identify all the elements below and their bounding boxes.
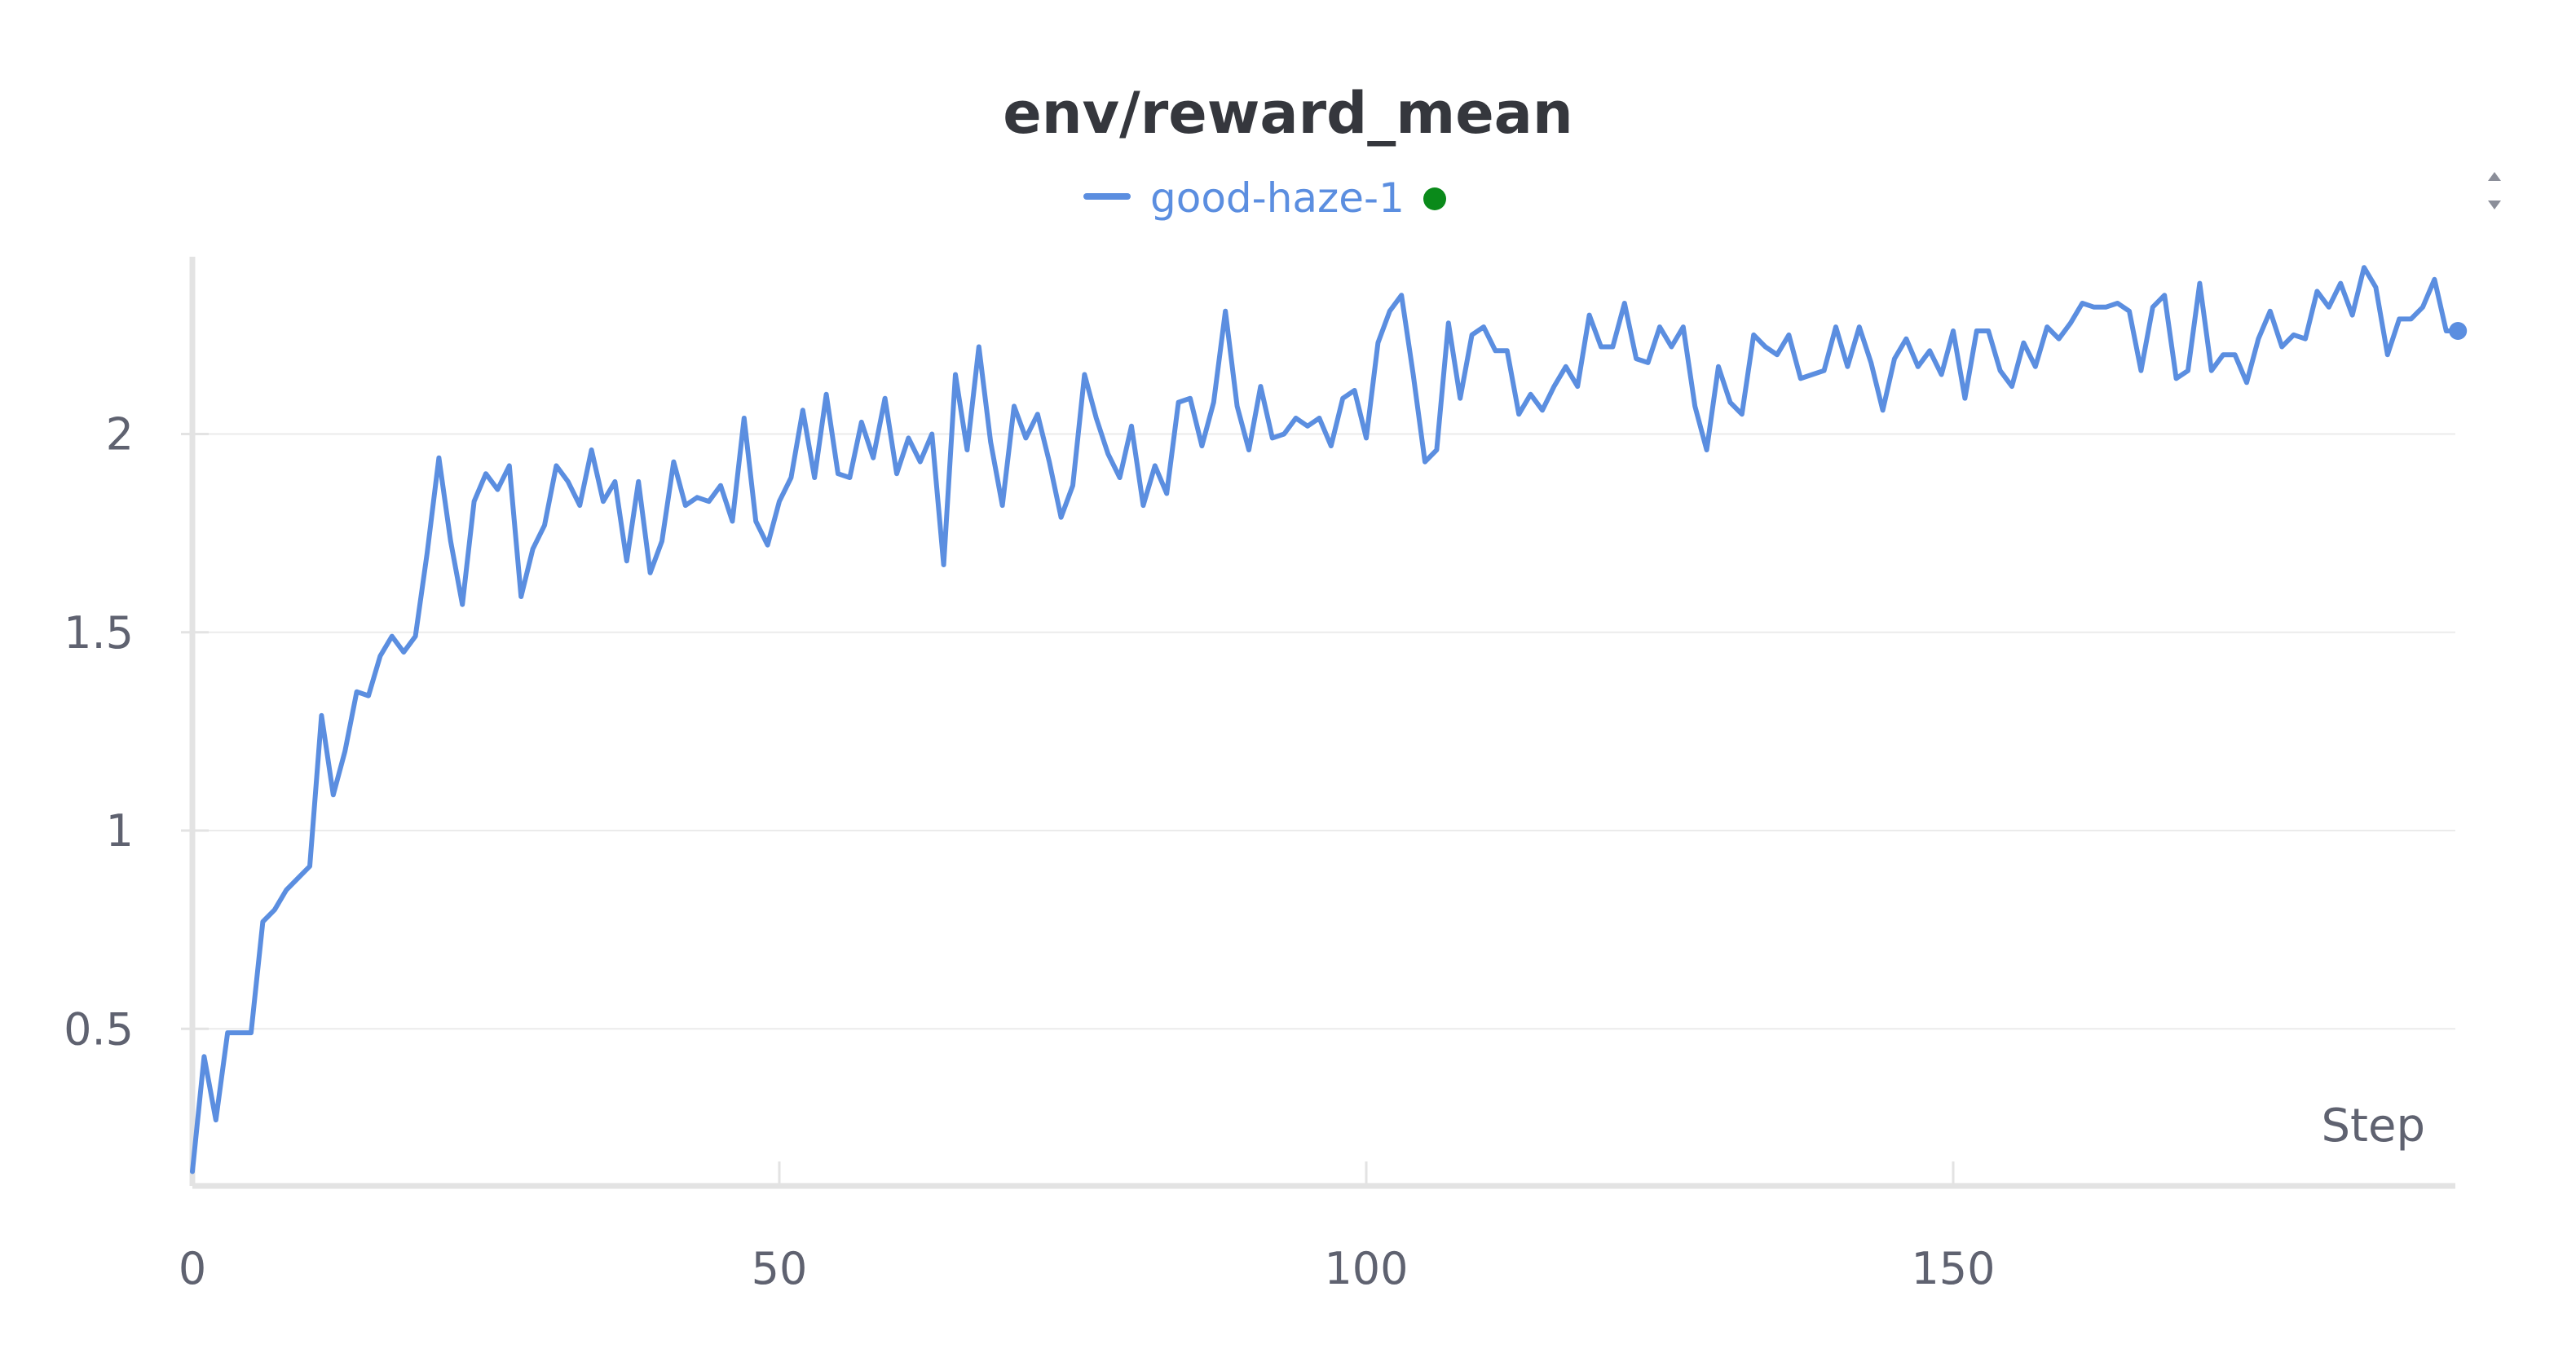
grid-lines xyxy=(192,433,2455,1030)
x-axis-ticks: 0 50 100 150 xyxy=(179,1161,1996,1294)
run-status-dot xyxy=(1423,187,1446,210)
y-tick-label: 0.5 xyxy=(64,1003,134,1055)
y-tick-label: 1 xyxy=(106,805,134,857)
chart-title: env/reward_mean xyxy=(1003,80,1573,147)
series-line-good-haze-1[interactable] xyxy=(190,265,2461,1175)
y-tick-label: 2 xyxy=(106,409,134,461)
x-tick-label: 0 xyxy=(179,1243,206,1294)
legend[interactable]: good-haze-1 xyxy=(1083,174,1446,222)
y-axis-ticks: 0.5 1 1.5 2 xyxy=(64,409,209,1055)
x-tick-label: 50 xyxy=(752,1243,808,1294)
legend-label-good-haze-1[interactable]: good-haze-1 xyxy=(1150,174,1405,222)
x-tick-label: 150 xyxy=(1911,1243,1995,1294)
y-tick-label: 1.5 xyxy=(64,607,134,659)
axes xyxy=(189,257,2455,1189)
series-layer xyxy=(190,265,2468,1175)
series-last-point[interactable] xyxy=(2449,322,2468,341)
sort-up-down-icon[interactable] xyxy=(2488,172,2501,209)
x-tick-label: 100 xyxy=(1324,1243,1408,1294)
x-axis-label: Step xyxy=(2321,1100,2425,1152)
